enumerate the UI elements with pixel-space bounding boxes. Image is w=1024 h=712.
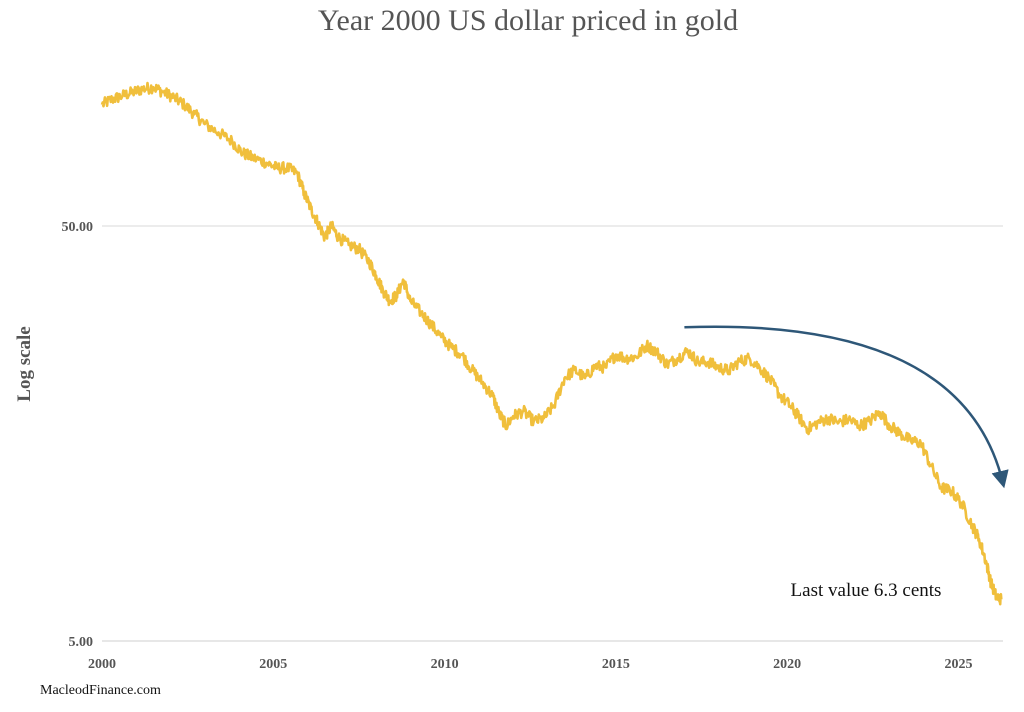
trend-arrow xyxy=(684,325,1009,489)
y-tick-label: 5.00 xyxy=(69,635,94,650)
x-tick-label: 2020 xyxy=(773,657,801,672)
x-tick-labels: 2000 2005 2010 2015 2020 2025 xyxy=(88,657,972,672)
x-tick-label: 2000 xyxy=(88,657,116,672)
x-tick-label: 2010 xyxy=(431,657,459,672)
series-layer xyxy=(100,81,1003,606)
y-tick-label: 50.00 xyxy=(62,220,94,235)
footer-credit: MacleodFinance.com xyxy=(40,683,161,698)
y-axis-label: Log scale xyxy=(14,326,35,401)
x-tick-label: 2005 xyxy=(259,657,287,672)
x-tick-label: 2025 xyxy=(944,657,972,672)
chart-title: Year 2000 US dollar priced in gold xyxy=(318,4,738,37)
last-value-annotation: Last value 6.3 cents xyxy=(791,580,942,601)
x-tick-label: 2015 xyxy=(602,657,630,672)
y-tick-labels: 5.00 50.00 xyxy=(62,220,94,650)
series-line xyxy=(100,81,1003,606)
